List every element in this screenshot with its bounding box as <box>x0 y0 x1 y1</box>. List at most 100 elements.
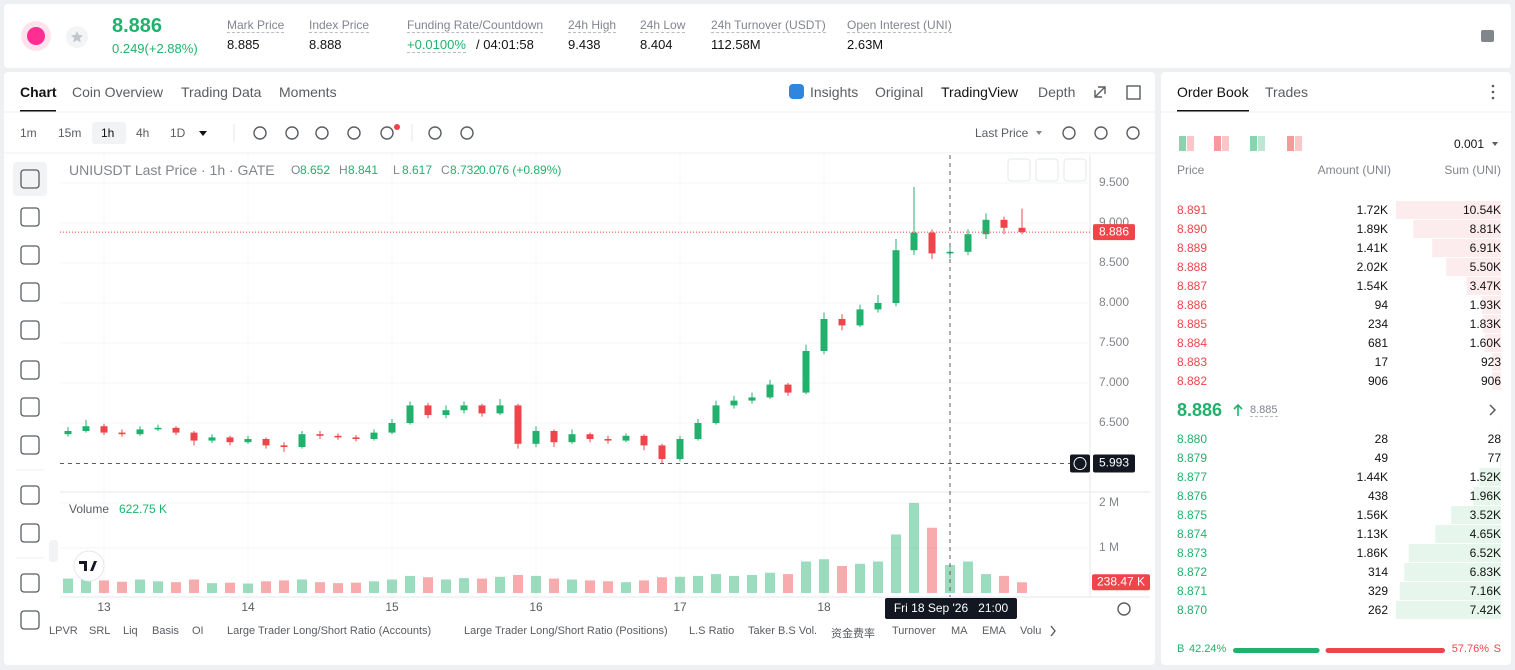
indicator-tab[interactable]: Large Trader Long/Short Ratio (Accounts) <box>227 625 432 637</box>
candle-body <box>982 219 990 235</box>
indicator-tab[interactable]: EMA <box>982 625 1006 637</box>
indicator-tab[interactable]: Turnover <box>892 625 936 637</box>
last-volume-tag <box>1092 574 1150 591</box>
interval[interactable]: 4h <box>136 126 150 140</box>
ob-price[interactable]: 8.871 <box>1177 584 1208 598</box>
drawing-tool-icon <box>20 320 40 340</box>
ob-price[interactable]: 8.870 <box>1177 603 1208 617</box>
ob-amount: 1.13K <box>1356 527 1388 541</box>
ob-price[interactable]: 8.890 <box>1177 222 1208 236</box>
ob-tab[interactable]: Trades <box>1265 84 1309 100</box>
x-tick-label: 15 <box>385 600 399 614</box>
indicator-tab[interactable]: OI <box>192 625 204 637</box>
volume-bar <box>999 575 1009 593</box>
ob-menu-dot <box>1491 84 1495 88</box>
volume-bar <box>441 579 451 593</box>
tool-active-bg <box>13 162 47 196</box>
indicator-tab[interactable]: Liq <box>123 625 138 637</box>
depth-bar <box>1432 239 1501 257</box>
alert-dot <box>394 124 400 130</box>
view-tab[interactable]: TradingView <box>941 84 1019 100</box>
ob-precision[interactable]: 0.001 <box>1454 137 1485 151</box>
indicator-tab[interactable]: MA <box>951 625 968 637</box>
candle-body <box>532 431 540 444</box>
ob-price[interactable]: 8.873 <box>1177 546 1208 560</box>
ob-price[interactable]: 8.891 <box>1177 203 1208 217</box>
candle-body <box>928 232 936 254</box>
ob-amount: 329 <box>1367 584 1388 598</box>
x-tick-label: 13 <box>97 600 111 614</box>
price-type[interactable]: Last Price <box>975 126 1029 140</box>
ob-price[interactable]: 8.875 <box>1177 508 1208 522</box>
ob-price[interactable]: 8.886 <box>1177 298 1208 312</box>
interval[interactable]: 1m <box>20 126 37 140</box>
ob-price[interactable]: 8.889 <box>1177 241 1208 255</box>
ob-amount: 1.72K <box>1356 203 1388 217</box>
ob-precision-caret <box>1492 142 1498 146</box>
candle-body <box>406 405 414 423</box>
ob-tab[interactable]: Order Book <box>1177 84 1249 100</box>
indicator-tab[interactable]: Volu <box>1020 625 1042 637</box>
indicator-tab[interactable]: Taker B.S Vol. <box>748 625 818 637</box>
ob-sum: 10.54K <box>1462 203 1501 217</box>
ob-price[interactable]: 8.884 <box>1177 336 1208 350</box>
ob-view-icon <box>1222 136 1229 151</box>
volume-bar <box>153 581 163 593</box>
ob-amount: 1.54K <box>1356 279 1388 293</box>
candle-body <box>640 435 648 446</box>
indicator-tab[interactable]: L.S Ratio <box>689 625 735 637</box>
indicator-more <box>1050 625 1056 637</box>
chart-tab[interactable]: Trading Data <box>181 84 262 100</box>
volume-bar <box>693 575 703 593</box>
crosshair-plus <box>1073 457 1087 471</box>
y-tick-label: 7.500 <box>1099 335 1129 349</box>
window-icon <box>1126 85 1141 100</box>
ob-price[interactable]: 8.880 <box>1177 432 1208 446</box>
ob-sum: 77 <box>1487 451 1501 465</box>
candle-body <box>802 351 810 393</box>
ob-price[interactable]: 8.887 <box>1177 279 1208 293</box>
indicator-tab[interactable]: SRL <box>89 625 111 637</box>
ob-sum: 6.83K <box>1469 565 1501 579</box>
ob-price[interactable]: 8.872 <box>1177 565 1208 579</box>
ohlc-change: 0.076 (+0.89%) <box>479 163 562 177</box>
ob-price[interactable]: 8.876 <box>1177 489 1208 503</box>
ob-header: Sum (UNI) <box>1444 163 1501 177</box>
x-tick-label: 14 <box>241 600 255 614</box>
interval[interactable]: 1D <box>170 126 186 140</box>
menu-icon <box>1481 30 1494 42</box>
indicator-tab[interactable]: LPVR <box>49 625 78 637</box>
interval[interactable]: 1h <box>101 126 115 140</box>
ob-price[interactable]: 8.888 <box>1177 260 1208 274</box>
volume-bar <box>801 561 811 593</box>
ob-price[interactable]: 8.874 <box>1177 527 1208 541</box>
ob-price[interactable]: 8.882 <box>1177 374 1208 388</box>
indicator-tab[interactable]: 资金费率 <box>831 628 875 640</box>
ob-price[interactable]: 8.879 <box>1177 451 1208 465</box>
ob-price[interactable]: 8.883 <box>1177 355 1208 369</box>
view-tab[interactable]: Depth <box>1038 84 1076 100</box>
indicator-tab[interactable]: Basis <box>152 625 179 637</box>
chart-tab[interactable]: Coin Overview <box>72 84 164 100</box>
view-tab[interactable]: Original <box>875 84 924 100</box>
volume-bar <box>603 581 613 593</box>
drawing-tool-icon <box>20 169 40 189</box>
ob-amount: 1.56K <box>1356 508 1388 522</box>
ohlc-key: O <box>291 163 301 177</box>
interval[interactable]: 15m <box>58 126 82 140</box>
y2-tick-label: 2 M <box>1099 495 1119 509</box>
candle-body <box>892 250 900 303</box>
ob-tab-underline <box>1177 110 1249 112</box>
y-tick-label: 9.500 <box>1099 175 1129 189</box>
view-tab[interactable]: Insights <box>810 84 859 100</box>
x-tick-label: 18 <box>817 600 831 614</box>
ob-price[interactable]: 8.885 <box>1177 317 1208 331</box>
ob-price[interactable]: 8.877 <box>1177 470 1208 484</box>
candle-body <box>586 434 594 439</box>
volume-bar <box>747 574 757 593</box>
chart-tab[interactable]: Chart <box>20 84 57 100</box>
chart-tab[interactable]: Moments <box>279 84 337 100</box>
indicator-tab[interactable]: Large Trader Long/Short Ratio (Positions… <box>464 625 668 637</box>
toolbar-icon <box>1126 126 1140 140</box>
toolbar-icon <box>380 126 394 140</box>
